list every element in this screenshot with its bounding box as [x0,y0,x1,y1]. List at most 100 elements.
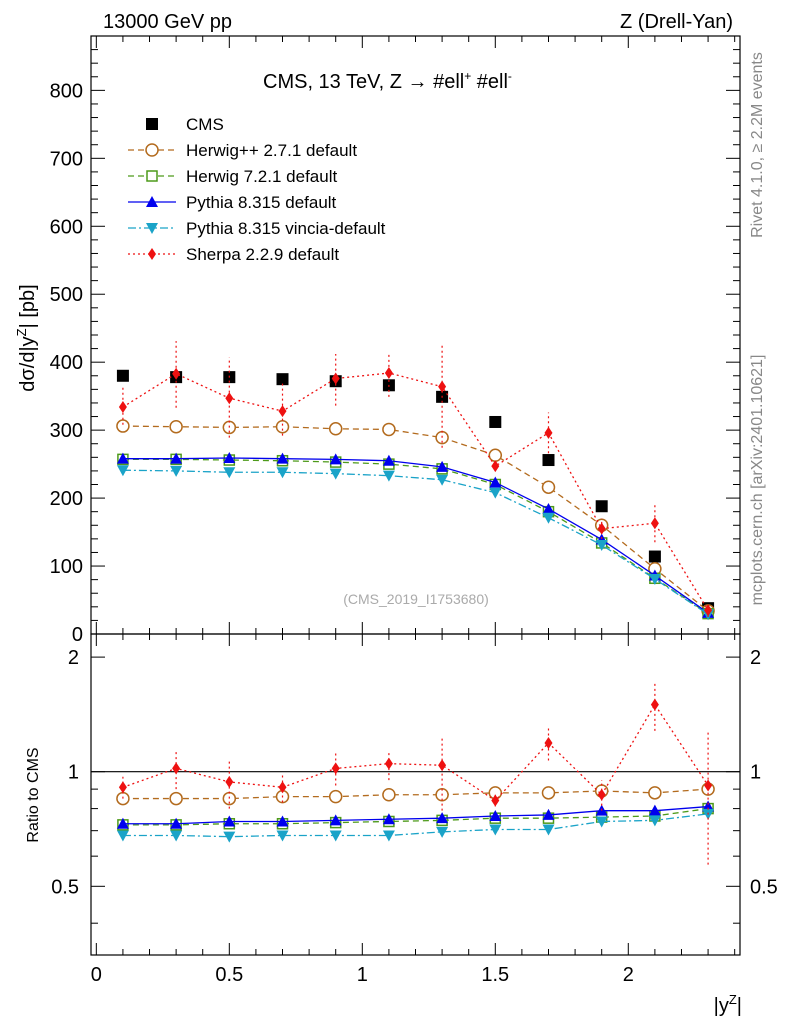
legend-label: Sherpa 2.2.9 default [186,245,339,264]
legend-marker [148,248,156,260]
data-point [489,476,502,488]
data-point [331,372,340,385]
legend-marker [146,170,158,182]
y-tick-label: 600 [50,216,83,238]
legend-entry: Pythia 8.315 default [128,193,337,212]
header-right: Z (Drell-Yan) [620,11,733,33]
y-tick-label: 300 [50,420,83,442]
data-point [382,787,396,802]
data-point [544,736,553,749]
data-point [542,808,555,820]
data-point [329,468,342,480]
legend-label: Herwig++ 2.7.1 default [186,141,357,160]
data-point [650,517,659,530]
legend: CMS Herwig++ 2.7.1 default Herwig 7.2.1 de… [128,115,386,264]
data-point [276,830,289,842]
legend-label: Herwig 7.2.1 default [186,167,337,186]
y-tick-label: 0 [72,624,83,646]
data-point [541,480,556,494]
data-point [278,405,287,418]
data-point [489,809,502,821]
data-point [438,380,447,393]
data-point [223,815,236,827]
data-point [225,392,234,405]
x-tick-label: 1.5 [481,964,509,986]
y-tick-label: 200 [50,488,83,510]
data-point [223,467,236,479]
legend-entry: CMS [146,115,224,134]
legend-entry: Sherpa 2.2.9 default [128,245,339,264]
data-point [116,452,129,464]
series-line [122,703,709,802]
analysis-watermark: (CMS_2019_I1753680) [343,591,489,607]
data-point [276,373,289,386]
series-sherpa-2-2-9-default [118,682,713,865]
data-point [328,422,343,436]
data-point [488,448,503,463]
y-tick-label: 0.5 [51,876,79,898]
data-point [275,419,290,434]
x-axis-label: |yZ| [714,992,742,1017]
data-point [170,817,183,829]
series-line [122,458,709,615]
data-point [223,451,236,463]
y-tick-label: 700 [50,148,83,170]
data-point [329,830,342,842]
rivet-label: Rivet 4.1.0, ≥ 2.2M events [749,52,766,238]
series-line [122,457,709,614]
y-tick-label: 400 [50,352,83,374]
series-herwig-2-7-1-default [116,782,715,806]
data-point [650,698,659,711]
series-line [122,469,709,615]
data-point [225,775,234,788]
data-point [489,415,502,428]
data-point [702,800,715,812]
y-tick-label: 800 [50,80,83,102]
data-point [170,452,183,464]
data-point [276,452,289,464]
data-point [544,426,553,439]
data-point [648,815,661,827]
y-tick-label-right: 2 [750,647,761,669]
legend-entry: Herwig++ 2.7.1 default [128,141,357,160]
series-line [122,372,709,611]
data-point [491,794,500,807]
data-point [542,502,555,514]
series-cms [116,369,715,615]
data-point [489,824,502,836]
legend-entry: Herwig 7.2.1 default [128,167,337,186]
data-point [172,367,181,380]
data-point [382,422,396,437]
data-point [118,781,127,794]
legend-entry: Pythia 8.315 vincia-default [128,219,386,238]
y-tick-label-right: 0.5 [750,876,778,898]
data-point [384,367,393,380]
data-point [542,454,555,467]
y-tick-label-right: 1 [750,762,761,784]
series-pythia-8-315-vincia-default [116,808,715,843]
data-point [384,757,393,770]
x-tick-label: 2 [623,964,634,986]
data-point [541,786,556,800]
data-point [276,467,289,479]
data-point [436,812,449,824]
data-point [542,824,555,836]
y-tick-label: 1 [68,762,79,784]
data-point [382,830,395,842]
x-tick-label: 1 [357,964,368,986]
legend-marker [146,118,158,130]
data-point [436,474,449,486]
data-point [704,779,713,792]
header-left: 13000 GeV pp [103,11,232,33]
data-point [597,522,606,535]
data-point [595,539,608,551]
data-point [382,470,395,482]
series-line [122,813,709,838]
data-point [328,789,343,804]
x-tick-label: 0 [91,964,102,986]
legend-marker [145,143,159,157]
data-point [170,830,183,842]
data-point [595,500,608,513]
ratio-ylabel: Ratio to CMS [25,747,42,842]
